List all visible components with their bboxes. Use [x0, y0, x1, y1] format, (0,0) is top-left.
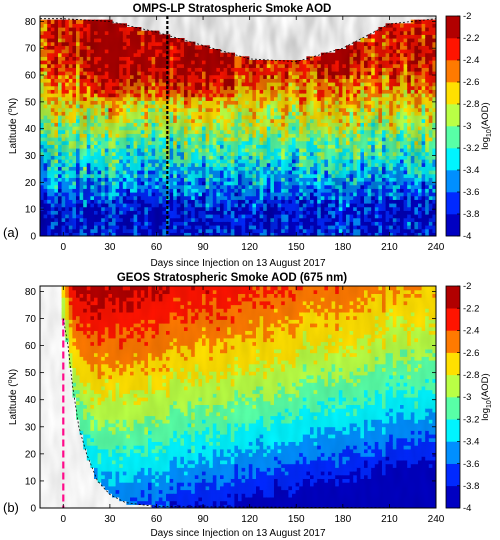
panel-a-plot-area: [40, 16, 436, 236]
panel-a-title: OMPS-LP Stratospheric Smoke AOD: [133, 3, 332, 15]
panel-a: OMPS-LP Stratospheric Smoke AOD 0 30 60 90 1…: [3, 3, 493, 269]
